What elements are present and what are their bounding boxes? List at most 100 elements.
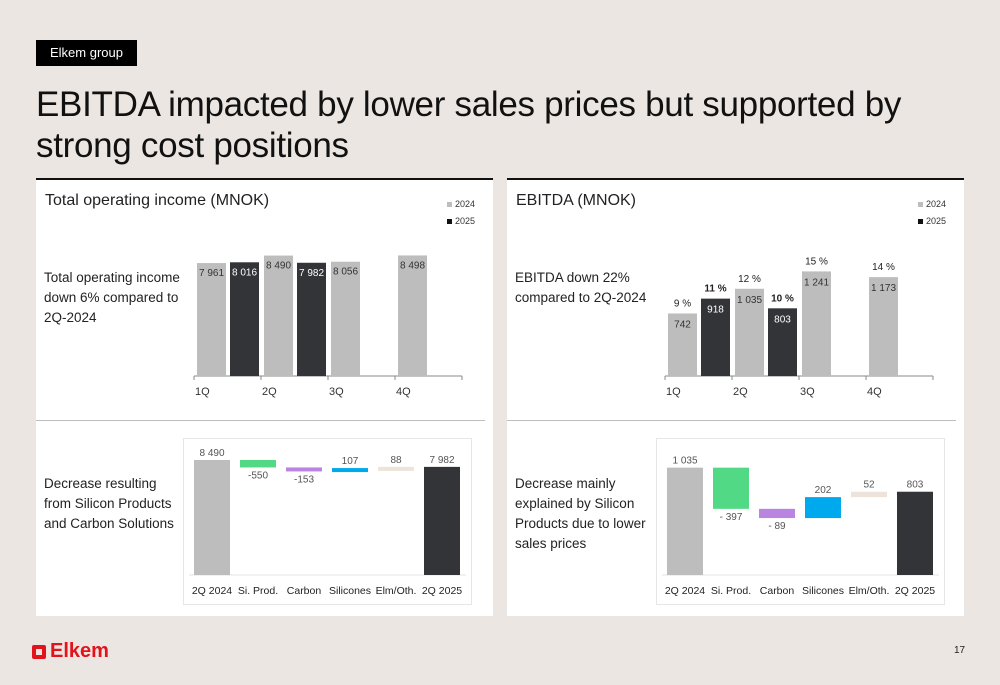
x-tick-label: Elm/Oth.: [849, 585, 890, 597]
legend-item-2024: 2024: [917, 196, 946, 213]
margin-label: 12 %: [738, 274, 761, 285]
x-tick-label: 3Q: [329, 386, 344, 398]
divider: [36, 420, 485, 421]
data-label: 7 961: [199, 268, 224, 279]
waterfall-bar-2q-2024: [194, 460, 230, 575]
logo-text: Elkem: [50, 640, 109, 662]
waterfall-bar-elm-oth-: [378, 466, 414, 471]
divider: [507, 420, 956, 421]
bar-2024-4Q: [869, 277, 898, 376]
data-label: 1 035: [737, 295, 762, 306]
x-tick-label: 2Q 2024: [665, 585, 705, 597]
legend-item-2024: 2024: [446, 196, 475, 213]
legend-item-2025: 2025: [446, 213, 475, 230]
data-label: - 397: [720, 512, 743, 523]
data-label: - 89: [768, 521, 786, 532]
x-tick-label: Carbon: [287, 585, 322, 597]
waterfall-bar-2q-2025: [897, 491, 933, 575]
description-bottom: Decrease resulting from Silicon Products…: [44, 474, 174, 534]
panel-ebitda: EBITDA (MNOK) 2024 2025 EBITDA down 22% …: [507, 178, 964, 616]
margin-label: 14 %: [872, 262, 895, 273]
x-tick-label: 4Q: [396, 386, 411, 398]
x-tick-label: Si. Prod.: [238, 585, 278, 597]
bar-2024-3Q: [802, 271, 831, 376]
description-line: compared to 2Q-2024: [515, 290, 647, 305]
data-label: 1 241: [804, 277, 829, 288]
legend: 2024 2025: [446, 196, 475, 230]
elkem-logo: Elkem: [32, 640, 109, 663]
legend-label: 2025: [454, 216, 475, 226]
waterfall-bar-elm-oth-: [851, 491, 887, 498]
x-tick-label: 4Q: [867, 386, 882, 398]
description-line: from Silicon Products: [44, 496, 172, 511]
margin-label: 9 %: [674, 298, 691, 309]
data-label: 107: [342, 456, 359, 467]
data-label: 8 016: [232, 267, 257, 278]
x-tick-label: Si. Prod.: [711, 585, 751, 597]
bar-2024-4Q: [398, 255, 427, 376]
legend-label: 2025: [925, 216, 946, 226]
legend-label: 2024: [454, 199, 475, 209]
data-label: -153: [294, 474, 314, 485]
data-label: 8 056: [333, 267, 358, 278]
x-tick-label: 2Q: [733, 386, 748, 398]
data-label: 88: [390, 455, 402, 466]
bar-2025-1Q: [701, 298, 730, 376]
data-label: 1 035: [672, 456, 697, 467]
description-top: Total operating income down 6% compared …: [44, 268, 180, 328]
waterfall-bar-silicones: [332, 468, 368, 473]
data-label: 803: [774, 314, 791, 325]
data-label: 7 982: [429, 455, 454, 466]
x-tick-label: 2Q: [262, 386, 277, 398]
x-tick-label: 2Q 2024: [192, 585, 232, 597]
x-tick-label: Carbon: [760, 585, 795, 597]
description-line: EBITDA down 22%: [515, 270, 630, 285]
waterfall-bar-carbon: [759, 508, 795, 519]
panel-title: Total operating income (MNOK): [45, 192, 270, 209]
legend-swatch-2025: [446, 219, 452, 225]
margin-label: 11 %: [704, 284, 726, 295]
panel-title: EBITDA (MNOK): [516, 192, 637, 209]
bar-2024-2Q: [735, 288, 764, 376]
data-label: 52: [863, 480, 875, 491]
data-label: -550: [248, 470, 268, 481]
bar-2024-2Q: [264, 255, 293, 376]
waterfall-bar-si-prod-: [240, 460, 276, 468]
bar-2024-1Q: [197, 263, 226, 376]
description-line: 2Q-2024: [44, 310, 97, 325]
data-label: 8 490: [199, 448, 224, 459]
description-line: and Carbon Solutions: [44, 516, 174, 531]
chart-ebitda-bridge: 1 035 2Q 2024 - 397 Si. Prod. - 89 Carbon 202 S…: [662, 456, 939, 597]
description-top: EBITDA down 22% compared to 2Q-2024: [515, 268, 646, 308]
description-line: Decrease mainly: [515, 476, 616, 491]
data-label: 8 498: [400, 260, 425, 271]
section-tag: Elkem group: [36, 40, 137, 66]
data-label: 742: [674, 319, 691, 330]
elkem-logo-icon: [32, 644, 46, 659]
x-tick-label: 1Q: [195, 386, 210, 398]
chart-toi-quarterly: 1Q 2Q 3Q 4Q 7 961 8 016 8 490 7 982 8 056 8 498: [193, 255, 463, 398]
bar-2024-3Q: [331, 261, 360, 376]
legend: 2024 2025: [917, 196, 946, 230]
data-label: 7 982: [299, 268, 324, 279]
panel-total-operating-income: Total operating income (MNOK) 2024 2025 …: [36, 178, 493, 616]
legend-swatch-2024: [446, 202, 452, 208]
x-tick-label: Silicones: [802, 585, 844, 597]
bar-2025-1Q: [230, 262, 259, 376]
data-label: 8 490: [266, 261, 291, 272]
waterfall-box: 1 035 2Q 2024 - 397 Si. Prod. - 89 Carbon 202 S…: [656, 438, 945, 605]
description-line: Decrease resulting: [44, 476, 157, 491]
data-label: 803: [907, 480, 924, 491]
x-tick-label: 2Q 2025: [422, 585, 462, 597]
x-tick-label: 3Q: [800, 386, 815, 398]
data-label: 202: [815, 485, 832, 496]
data-label: 918: [707, 305, 724, 316]
waterfall-bar-silicones: [805, 497, 841, 519]
x-tick-label: 1Q: [666, 386, 681, 398]
chart-toi-bridge: 8 490 2Q 2024 -550 Si. Prod. -153 Carbon 107 Si…: [189, 448, 466, 597]
bar-2025-2Q: [768, 308, 797, 376]
description-line: Products due to lower: [515, 516, 646, 531]
description-line: Total operating income: [44, 270, 180, 285]
legend-item-2025: 2025: [917, 213, 946, 230]
waterfall-bar-carbon: [286, 467, 322, 472]
